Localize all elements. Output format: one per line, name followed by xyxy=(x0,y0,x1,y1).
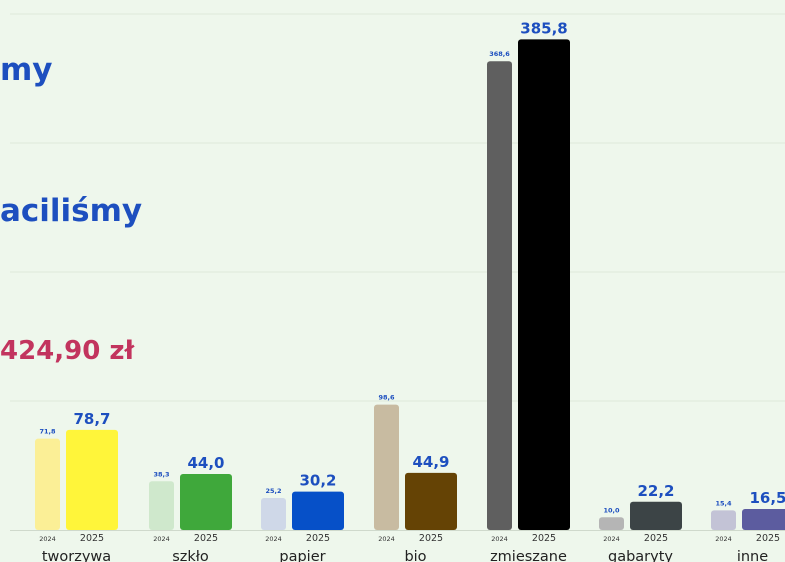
data-label-2024: 25,2 xyxy=(265,487,281,495)
year-label: 2025 xyxy=(532,533,556,544)
year-label: 2024 xyxy=(491,535,508,543)
bar-2024 xyxy=(711,510,736,530)
data-label-2024: 368,6 xyxy=(489,50,510,58)
year-label: 2024 xyxy=(39,535,56,543)
labels: 71,8 78,7 2024 2025 tworzywa 38,3 44,0 2024 2025… xyxy=(39,19,785,562)
bar-2025 xyxy=(518,39,570,530)
bar-2025 xyxy=(742,509,785,530)
data-label-2025: 385,8 xyxy=(520,19,567,37)
data-label-2025: 30,2 xyxy=(299,472,336,490)
bar-2025 xyxy=(630,501,682,530)
category-label: papier xyxy=(279,549,325,562)
data-label-2024: 38,3 xyxy=(153,470,169,478)
bar-2024 xyxy=(35,438,60,530)
bar-2024 xyxy=(261,497,286,530)
year-label: 2024 xyxy=(715,535,732,543)
bars xyxy=(35,39,785,531)
year-label: 2024 xyxy=(265,535,282,543)
year-label: 2025 xyxy=(194,533,218,544)
bar-2025 xyxy=(405,472,457,530)
year-label: 2025 xyxy=(80,533,104,544)
category-label: tworzywa xyxy=(42,549,111,562)
headline-middle: aciliśmy xyxy=(0,193,143,229)
category-label: inne xyxy=(737,549,768,562)
data-label-2025: 16,5 xyxy=(749,489,785,507)
bar-2024 xyxy=(149,481,174,530)
gridlines xyxy=(10,13,785,531)
data-label-2024: 15,4 xyxy=(715,499,732,507)
data-label-2025: 44,9 xyxy=(412,453,449,471)
headline-amount: 424,90 zł xyxy=(0,336,135,366)
category-label: szkło xyxy=(172,549,209,562)
year-label: 2024 xyxy=(603,535,620,543)
year-label: 2025 xyxy=(419,533,443,544)
bar-2024 xyxy=(599,517,624,530)
category-label: gabaryty xyxy=(608,549,673,562)
year-label: 2025 xyxy=(306,533,330,544)
data-label-2025: 78,7 xyxy=(73,410,110,428)
data-label-2024: 98,6 xyxy=(378,394,395,402)
bar-2025 xyxy=(180,474,232,530)
year-label: 2025 xyxy=(756,533,780,544)
year-label: 2024 xyxy=(378,535,395,543)
year-label: 2024 xyxy=(153,535,170,543)
data-label-2024: 10,0 xyxy=(603,506,620,514)
headline-top: my xyxy=(0,52,53,88)
data-label-2025: 44,0 xyxy=(187,454,224,472)
year-label: 2025 xyxy=(644,533,668,544)
data-label-2025: 22,2 xyxy=(637,482,674,500)
bar-2024 xyxy=(374,404,399,530)
bar-2025 xyxy=(66,429,118,530)
category-label: bio xyxy=(404,549,426,562)
category-label: zmieszane xyxy=(490,549,567,562)
bar-2024 xyxy=(487,61,512,531)
data-label-2024: 71,8 xyxy=(39,428,56,436)
bar-2025 xyxy=(292,491,344,530)
